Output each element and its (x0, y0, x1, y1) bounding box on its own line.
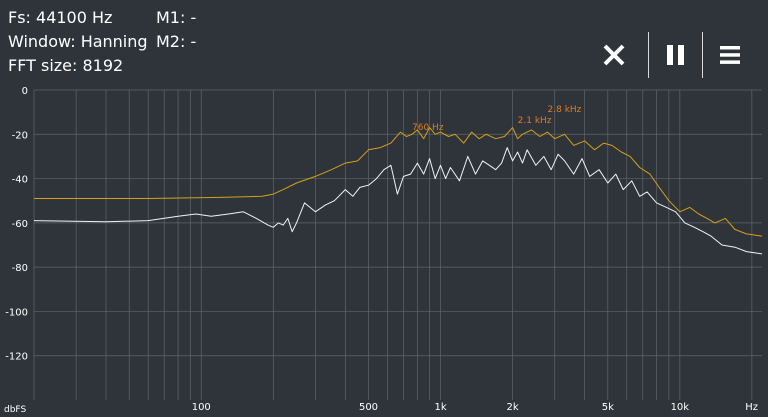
marker-1-label: M1: - (156, 8, 197, 27)
y-tick-label: -100 (5, 307, 28, 318)
spectrum-chart[interactable]: 0 -20 -40 -60 -80 -100 -120 100 500 1k 2k 5k 10k dbFS… (0, 82, 768, 415)
toolbar-divider (702, 32, 703, 78)
pause-icon (667, 45, 684, 65)
x-tick-label: 2k (506, 402, 518, 413)
x-tick-label: 1k (434, 402, 446, 413)
y-tick-label: -40 (12, 175, 28, 186)
close-icon (603, 44, 625, 66)
live-spectrum-line (33, 147, 763, 255)
y-tick-label: -120 (5, 352, 28, 363)
menu-icon (720, 46, 740, 64)
peak-annotation: 2.1 kHz (518, 116, 552, 126)
toolbar-divider (648, 32, 649, 78)
toolbar (588, 30, 768, 80)
x-tick-label: 10k (671, 402, 690, 413)
y-axis-label: dbFS (4, 405, 26, 413)
y-tick-label: -80 (12, 263, 28, 274)
peak-hold-line (34, 127, 763, 237)
x-tick-label: 5k (602, 402, 614, 413)
sample-rate-label: Fs: 44100 Hz (8, 8, 113, 27)
spectrum-plot[interactable]: 0 -20 -40 -60 -80 -100 -120 100 500 1k 2k 5k 10k dbFS… (0, 82, 768, 415)
y-tick-label: -20 (12, 130, 28, 141)
menu-button[interactable] (704, 30, 756, 80)
x-tick-label: 100 (192, 402, 211, 413)
y-tick-label: -60 (12, 219, 28, 230)
close-button[interactable] (588, 30, 640, 80)
window-label: Window: Hanning (8, 32, 148, 51)
markers-panel: M1: - M2: - (156, 6, 196, 54)
marker-2-label: M2: - (156, 32, 197, 51)
y-tick-label: 0 (22, 86, 28, 97)
x-axis-label: Hz (745, 402, 758, 413)
x-tick-label: 500 (359, 402, 378, 413)
peak-annotation: 760 Hz (412, 123, 444, 133)
pause-button[interactable] (650, 30, 702, 80)
info-panel: Fs: 44100 Hz Window: Hanning FFT size: 8… (8, 6, 148, 78)
fft-size-label: FFT size: 8192 (8, 56, 124, 75)
peak-annotation: 2.8 kHz (548, 105, 582, 115)
